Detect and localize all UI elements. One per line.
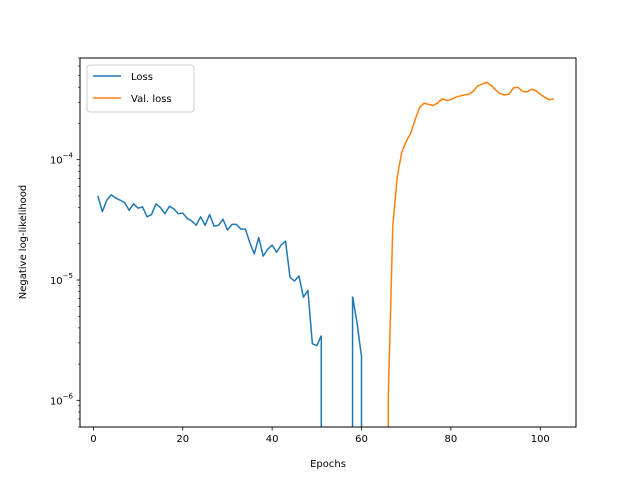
y-tick-base: 10 <box>50 396 63 407</box>
y-tick-label: 10−5 <box>50 272 73 287</box>
x-tick-label: 60 <box>355 434 368 445</box>
y-tick-exponent: −4 <box>63 152 74 160</box>
series-layer <box>97 81 554 427</box>
y-tick-exponent: −6 <box>63 392 74 400</box>
x-axis-label: Epochs <box>310 459 346 470</box>
y-axis: 10−610−510−4 <box>50 57 80 428</box>
y-tick-label: 10−4 <box>50 152 74 167</box>
y-tick-exponent: −5 <box>63 272 73 280</box>
series-line-loss <box>97 194 363 427</box>
legend-label: Loss <box>131 72 153 83</box>
y-tick-base: 10 <box>50 276 63 287</box>
y-tick-base: 10 <box>50 156 63 167</box>
x-tick-label: 40 <box>266 434 279 445</box>
legend-label: Val. loss <box>131 94 172 105</box>
legend: Loss Val. loss <box>86 64 195 113</box>
x-tick-label: 80 <box>445 434 458 445</box>
y-tick-label: 10−6 <box>50 392 74 407</box>
plot-frame <box>79 57 577 428</box>
x-tick-label: 100 <box>531 434 550 445</box>
x-tick-label: 20 <box>176 434 189 445</box>
x-axis: 0 20 40 60 80 100 <box>90 427 550 445</box>
series-line-val-loss <box>387 81 554 427</box>
y-axis-label: Negative log-likelihood <box>18 185 29 300</box>
x-tick-label: 0 <box>90 434 96 445</box>
